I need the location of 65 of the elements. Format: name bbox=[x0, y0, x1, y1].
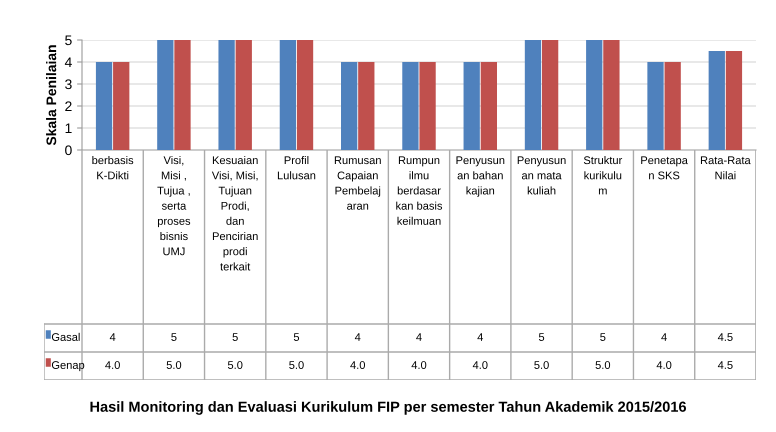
y-tick-label: 5 bbox=[65, 35, 72, 46]
data-label: 5.0 bbox=[166, 361, 182, 369]
bar bbox=[647, 62, 664, 150]
x-tick-label: berbasis K-Dikti bbox=[92, 156, 134, 180]
x-tick-label: Penyusun an bahan kajian bbox=[456, 156, 504, 197]
legend-label: Gasal bbox=[52, 332, 80, 341]
x-tick-label: Kesuaian Visi, Misi, Tujuan Prodi, dan Pencirian prodi terkait bbox=[212, 156, 258, 270]
data-label: 4.0 bbox=[350, 361, 366, 369]
bar bbox=[174, 40, 191, 150]
bar bbox=[157, 40, 174, 150]
x-tick-label: Penetapa n SKS bbox=[641, 156, 688, 180]
data-label: 4 bbox=[477, 333, 484, 341]
data-label: 5 bbox=[538, 333, 544, 341]
y-tick-label: 4 bbox=[64, 57, 72, 68]
x-tick-label: Visi, Misi , Tujua , serta proses bisnis UMJ bbox=[157, 156, 190, 256]
x-tick-label: Rumpun ilmu berdasar kan basis keilmuan bbox=[396, 156, 442, 225]
y-tick-label: 3 bbox=[65, 79, 72, 90]
bar bbox=[236, 40, 252, 150]
bar bbox=[296, 40, 314, 150]
data-label: 4 bbox=[354, 333, 360, 341]
bar bbox=[341, 62, 358, 150]
legend-label: Genap bbox=[52, 361, 84, 372]
x-tick-label: Profil Lulusan bbox=[278, 156, 316, 180]
y-tick-label: 0 bbox=[65, 145, 72, 156]
data-label: 5 bbox=[232, 333, 238, 341]
x-tick-label: Rata-Rata Nilai bbox=[700, 156, 751, 180]
data-label: 5.0 bbox=[289, 361, 304, 369]
bar bbox=[419, 62, 436, 150]
bar bbox=[358, 62, 374, 150]
y-tick-label: 2 bbox=[65, 101, 72, 112]
data-label: 4 bbox=[661, 333, 667, 341]
bar bbox=[218, 40, 235, 150]
data-label: 4.0 bbox=[656, 361, 672, 369]
data-label: 4.5 bbox=[718, 361, 733, 369]
data-label: 5.0 bbox=[596, 361, 610, 369]
x-tick-label: Penyusun an mata kuliah bbox=[518, 156, 566, 195]
bar bbox=[280, 40, 296, 150]
data-label: 4.0 bbox=[472, 361, 488, 369]
x-tick-label: Struktur kurikulu m bbox=[584, 156, 622, 194]
data-label: 4.5 bbox=[718, 333, 733, 341]
x-tick-label: Rumusan Capaian Pembelaj aran bbox=[334, 156, 381, 210]
data-label: 4.0 bbox=[412, 361, 426, 369]
y-tick-label: 1 bbox=[66, 123, 72, 134]
text: Hasil Monitoring dan Evaluasi Kurikulum FIP per semester Tahun Akademik 2015/2016 bbox=[90, 401, 686, 415]
bar bbox=[726, 51, 742, 150]
bar bbox=[464, 62, 480, 150]
bar bbox=[708, 51, 725, 150]
bar bbox=[113, 62, 130, 150]
data-label: 5.0 bbox=[534, 361, 549, 369]
bar bbox=[480, 62, 497, 150]
bar bbox=[586, 40, 602, 150]
data-label: 4.0 bbox=[105, 361, 120, 369]
y-axis-title: Skala Penilaian bbox=[46, 45, 56, 146]
bar bbox=[96, 62, 112, 150]
data-label: 5 bbox=[600, 333, 606, 341]
bar bbox=[524, 40, 542, 150]
bar bbox=[402, 62, 419, 150]
data-label: 5 bbox=[171, 333, 177, 341]
data-label: 4 bbox=[110, 333, 116, 341]
bar bbox=[603, 40, 620, 150]
bar bbox=[664, 62, 681, 150]
bar bbox=[542, 40, 558, 150]
data-label: 5 bbox=[294, 333, 300, 341]
data-label: 4 bbox=[416, 333, 422, 341]
data-label: 5.0 bbox=[228, 361, 242, 369]
